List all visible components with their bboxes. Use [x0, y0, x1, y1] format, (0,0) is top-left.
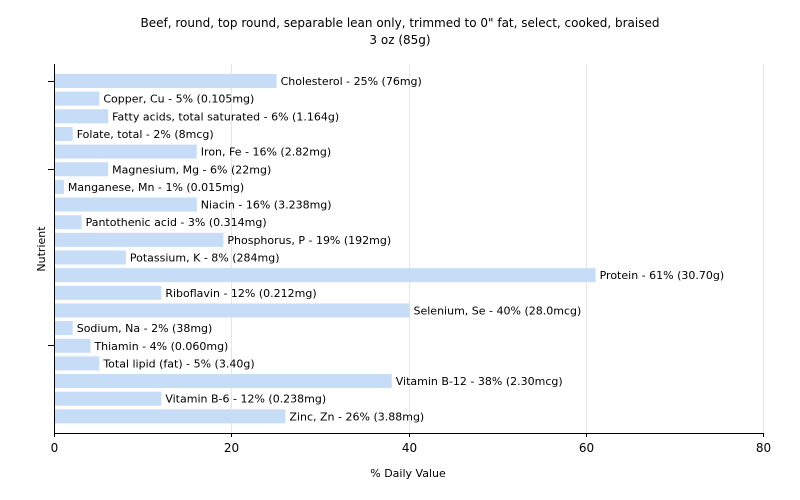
bar-4: [55, 144, 197, 159]
bar-6: [55, 179, 64, 194]
bar-16: [55, 356, 100, 371]
bar-label-12: Riboflavin - 12% (0.212mg): [165, 287, 316, 300]
axes: [48, 64, 763, 434]
bar-12: [55, 285, 162, 300]
bar-label-3: Folate, total - 2% (8mcg): [77, 128, 214, 141]
bar-0: [55, 74, 277, 88]
bar-2: [55, 109, 109, 124]
bar-label-7: Niacin - 16% (3.238mg): [201, 199, 332, 212]
bar-label-2: Fatty acids, total saturated - 6% (1.164…: [112, 110, 339, 123]
bar-label-0: Cholesterol - 25% (76mg): [281, 75, 422, 88]
bar-label-8: Pantothenic acid - 3% (0.314mg): [86, 216, 267, 229]
bar-label-1: Copper, Cu - 5% (0.105mg): [103, 93, 254, 106]
bar-label-5: Magnesium, Mg - 6% (22mg): [112, 163, 271, 176]
bar-18: [55, 391, 162, 406]
bar-10: [55, 250, 126, 265]
x-tick-label-1: 20: [224, 441, 239, 455]
chart-title: Beef, round, top round, separable lean o…: [141, 16, 660, 30]
bar-11: [55, 268, 596, 283]
bar-15: [55, 338, 91, 353]
x-axis-ticks: 0 20 40 60 80: [51, 433, 771, 455]
x-tick-label-4: 80: [756, 441, 771, 455]
bar-3: [55, 126, 73, 141]
bar-label-14: Sodium, Na - 2% (38mg): [77, 322, 213, 335]
y-axis-title: Nutrient: [35, 226, 48, 272]
bar-13: [55, 303, 410, 318]
bar-19: [55, 409, 286, 424]
bar-7: [55, 197, 197, 212]
bar-label-16: Total lipid (fat) - 5% (3.40g): [102, 357, 254, 370]
bar-label-17: Vitamin B-12 - 38% (2.30mcg): [396, 375, 563, 388]
bar-label-9: Phosphorus, P - 19% (192mg): [227, 234, 391, 247]
x-tick-label-0: 0: [51, 441, 59, 455]
bar-9: [55, 232, 224, 247]
bar-1: [55, 91, 100, 106]
bar-label-19: Zinc, Zn - 26% (3.88mg): [289, 410, 424, 423]
bar-label-6: Manganese, Mn - 1% (0.015mg): [68, 181, 244, 194]
x-tick-label-3: 60: [579, 441, 594, 455]
bars: [55, 74, 596, 424]
chart-subtitle: 3 oz (85g): [369, 33, 430, 47]
x-axis-title: % Daily Value: [370, 467, 446, 480]
bar-label-18: Vitamin B-6 - 12% (0.238mg): [165, 393, 326, 406]
bar-17: [55, 374, 392, 389]
bar-5: [55, 162, 109, 177]
bar-label-15: Thiamin - 4% (0.060mg): [93, 340, 228, 353]
bar-8: [55, 215, 82, 230]
bar-label-11: Protein - 61% (30.70g): [600, 269, 725, 282]
bar-14: [55, 321, 73, 336]
gridlines: [231, 64, 764, 433]
x-tick-label-2: 40: [402, 441, 417, 455]
bar-label-10: Potassium, K - 8% (284mg): [130, 252, 280, 265]
bar-label-13: Selenium, Se - 40% (28.0mcg): [414, 304, 582, 317]
bar-label-4: Iron, Fe - 16% (2.82mg): [201, 146, 331, 159]
bar-labels: Cholesterol - 25% (76mg) Copper, Cu - 5% …: [68, 75, 724, 423]
